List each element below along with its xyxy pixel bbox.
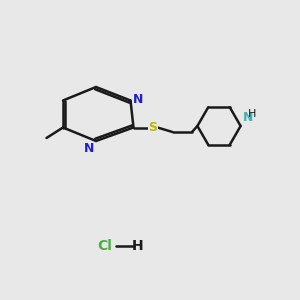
Text: S: S xyxy=(148,121,158,134)
Text: N: N xyxy=(133,93,143,106)
Text: H: H xyxy=(132,239,144,253)
Text: H: H xyxy=(248,110,256,119)
Text: Cl: Cl xyxy=(98,239,112,253)
Text: N: N xyxy=(83,142,94,155)
Text: N: N xyxy=(243,111,254,124)
